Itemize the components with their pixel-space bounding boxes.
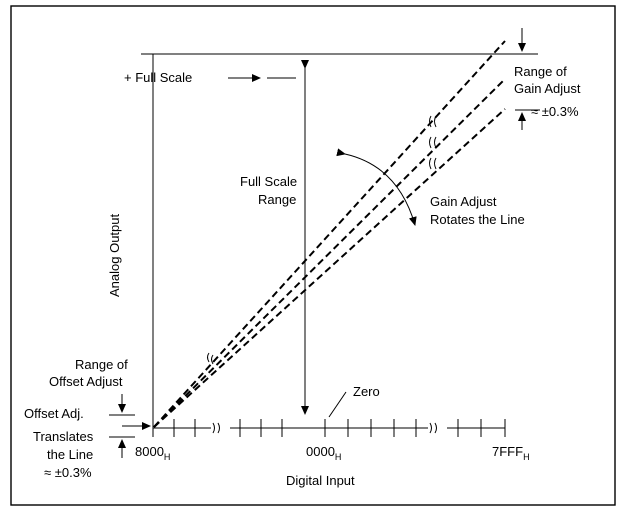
- offset-approx-label: ≈ ±0.3%: [44, 465, 92, 480]
- gain-rotate-arrow: [336, 148, 417, 226]
- tick-label-8000-main: 8000: [135, 444, 164, 459]
- outer-border: [10, 5, 616, 506]
- tick-label-0000-main: 0000: [306, 444, 335, 459]
- tick-label-7fff-sub: H: [523, 452, 530, 462]
- zero-pointer-line: [328, 391, 347, 418]
- gain-rotates-label-1: Gain Adjust: [430, 194, 497, 209]
- offset-range-label-2: Offset Adjust: [49, 374, 123, 389]
- gain-rotates-label-2: Rotates the Line: [430, 212, 525, 227]
- zero-label: Zero: [353, 384, 380, 399]
- full-scale-range-label-2: Range: [258, 192, 296, 207]
- gain-line-nominal: [153, 78, 506, 428]
- gain-line-high: [153, 40, 506, 428]
- full-scale-range-label-1: Full Scale: [240, 174, 297, 189]
- digital-input-label: Digital Input: [286, 473, 355, 488]
- translates-label: Translates: [33, 429, 94, 444]
- line-break-marks: [207, 115, 437, 365]
- transfer-lines: [153, 40, 506, 428]
- tick-label-7fff: 7FFFH: [492, 444, 530, 462]
- tick-label-8000: 8000H: [135, 444, 170, 462]
- gain-range-approx: ≈ ±0.3%: [531, 104, 579, 119]
- tick-label-0000-sub: H: [335, 452, 342, 462]
- offset-range-label-1: Range of: [75, 357, 128, 372]
- axis-break-marks: [212, 422, 437, 434]
- gain-range-label-2: Gain Adjust: [514, 81, 581, 96]
- gain-line-low: [153, 108, 506, 428]
- tick-label-8000-sub: H: [164, 452, 171, 462]
- the-line-label: the Line: [47, 447, 93, 462]
- gain-range-label-1: Range of: [514, 64, 567, 79]
- axis-ticks: [152, 419, 506, 437]
- full-scale-plus-label: + Full Scale: [124, 70, 192, 85]
- offset-adj-label: Offset Adj.: [24, 406, 84, 421]
- tick-label-7fff-main: 7FFF: [492, 444, 523, 459]
- tick-label-0000: 0000H: [306, 444, 341, 462]
- analog-output-label: Analog Output: [107, 213, 122, 297]
